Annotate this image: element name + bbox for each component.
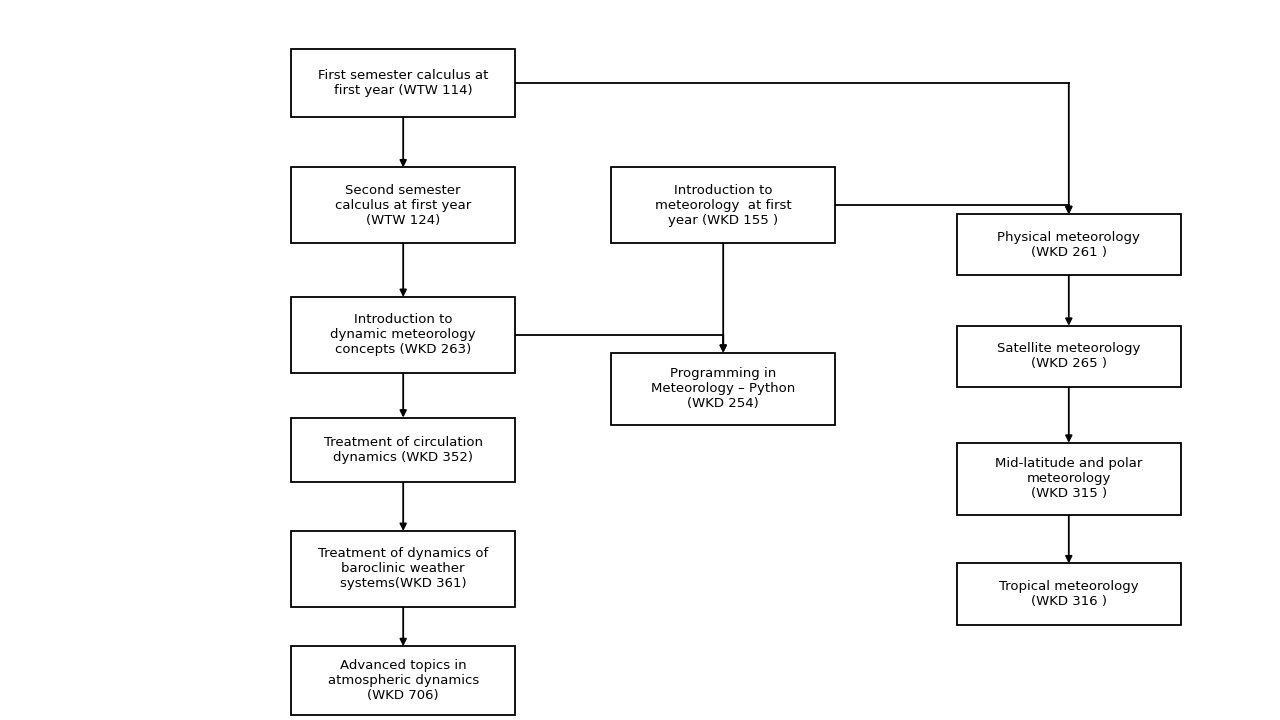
FancyBboxPatch shape [612,167,835,243]
Text: Programming in
Meteorology – Python
(WKD 254): Programming in Meteorology – Python (WKD… [652,367,795,410]
Text: Tropical meteorology
(WKD 316 ): Tropical meteorology (WKD 316 ) [998,580,1139,608]
Text: Satellite meteorology
(WKD 265 ): Satellite meteorology (WKD 265 ) [997,343,1140,370]
FancyBboxPatch shape [957,443,1180,515]
Text: Treatment of dynamics of
baroclinic weather
systems(WKD 361): Treatment of dynamics of baroclinic weat… [317,547,489,590]
Text: Advanced topics in
atmospheric dynamics
(WKD 706): Advanced topics in atmospheric dynamics … [328,659,479,702]
FancyBboxPatch shape [957,325,1180,387]
Text: First semester calculus at
first year (WTW 114): First semester calculus at first year (W… [317,69,489,96]
FancyBboxPatch shape [957,563,1180,624]
Text: Physical meteorology
(WKD 261 ): Physical meteorology (WKD 261 ) [997,231,1140,258]
FancyBboxPatch shape [292,49,515,117]
Text: Introduction to
dynamic meteorology
concepts (WKD 263): Introduction to dynamic meteorology conc… [330,313,476,356]
FancyBboxPatch shape [292,647,515,714]
Text: Second semester
calculus at first year
(WTW 124): Second semester calculus at first year (… [335,184,471,227]
FancyBboxPatch shape [292,531,515,606]
FancyBboxPatch shape [292,297,515,373]
Text: Introduction to
meteorology  at first
year (WKD 155 ): Introduction to meteorology at first yea… [655,184,791,227]
Text: Mid-latitude and polar
meteorology
(WKD 315 ): Mid-latitude and polar meteorology (WKD … [995,457,1143,500]
FancyBboxPatch shape [292,418,515,482]
FancyBboxPatch shape [612,353,835,425]
FancyBboxPatch shape [957,215,1180,275]
Text: Treatment of circulation
dynamics (WKD 352): Treatment of circulation dynamics (WKD 3… [324,436,483,464]
FancyBboxPatch shape [292,167,515,243]
